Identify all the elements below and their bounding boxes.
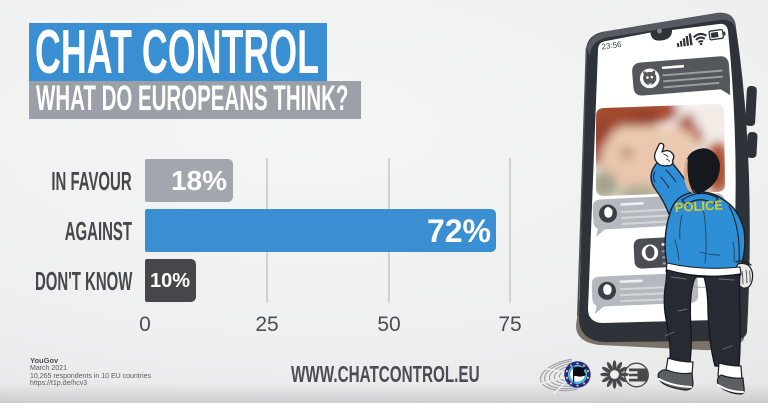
svg-text:POLICE: POLICE [674, 197, 723, 215]
svg-text:23:56: 23:56 [601, 40, 623, 52]
